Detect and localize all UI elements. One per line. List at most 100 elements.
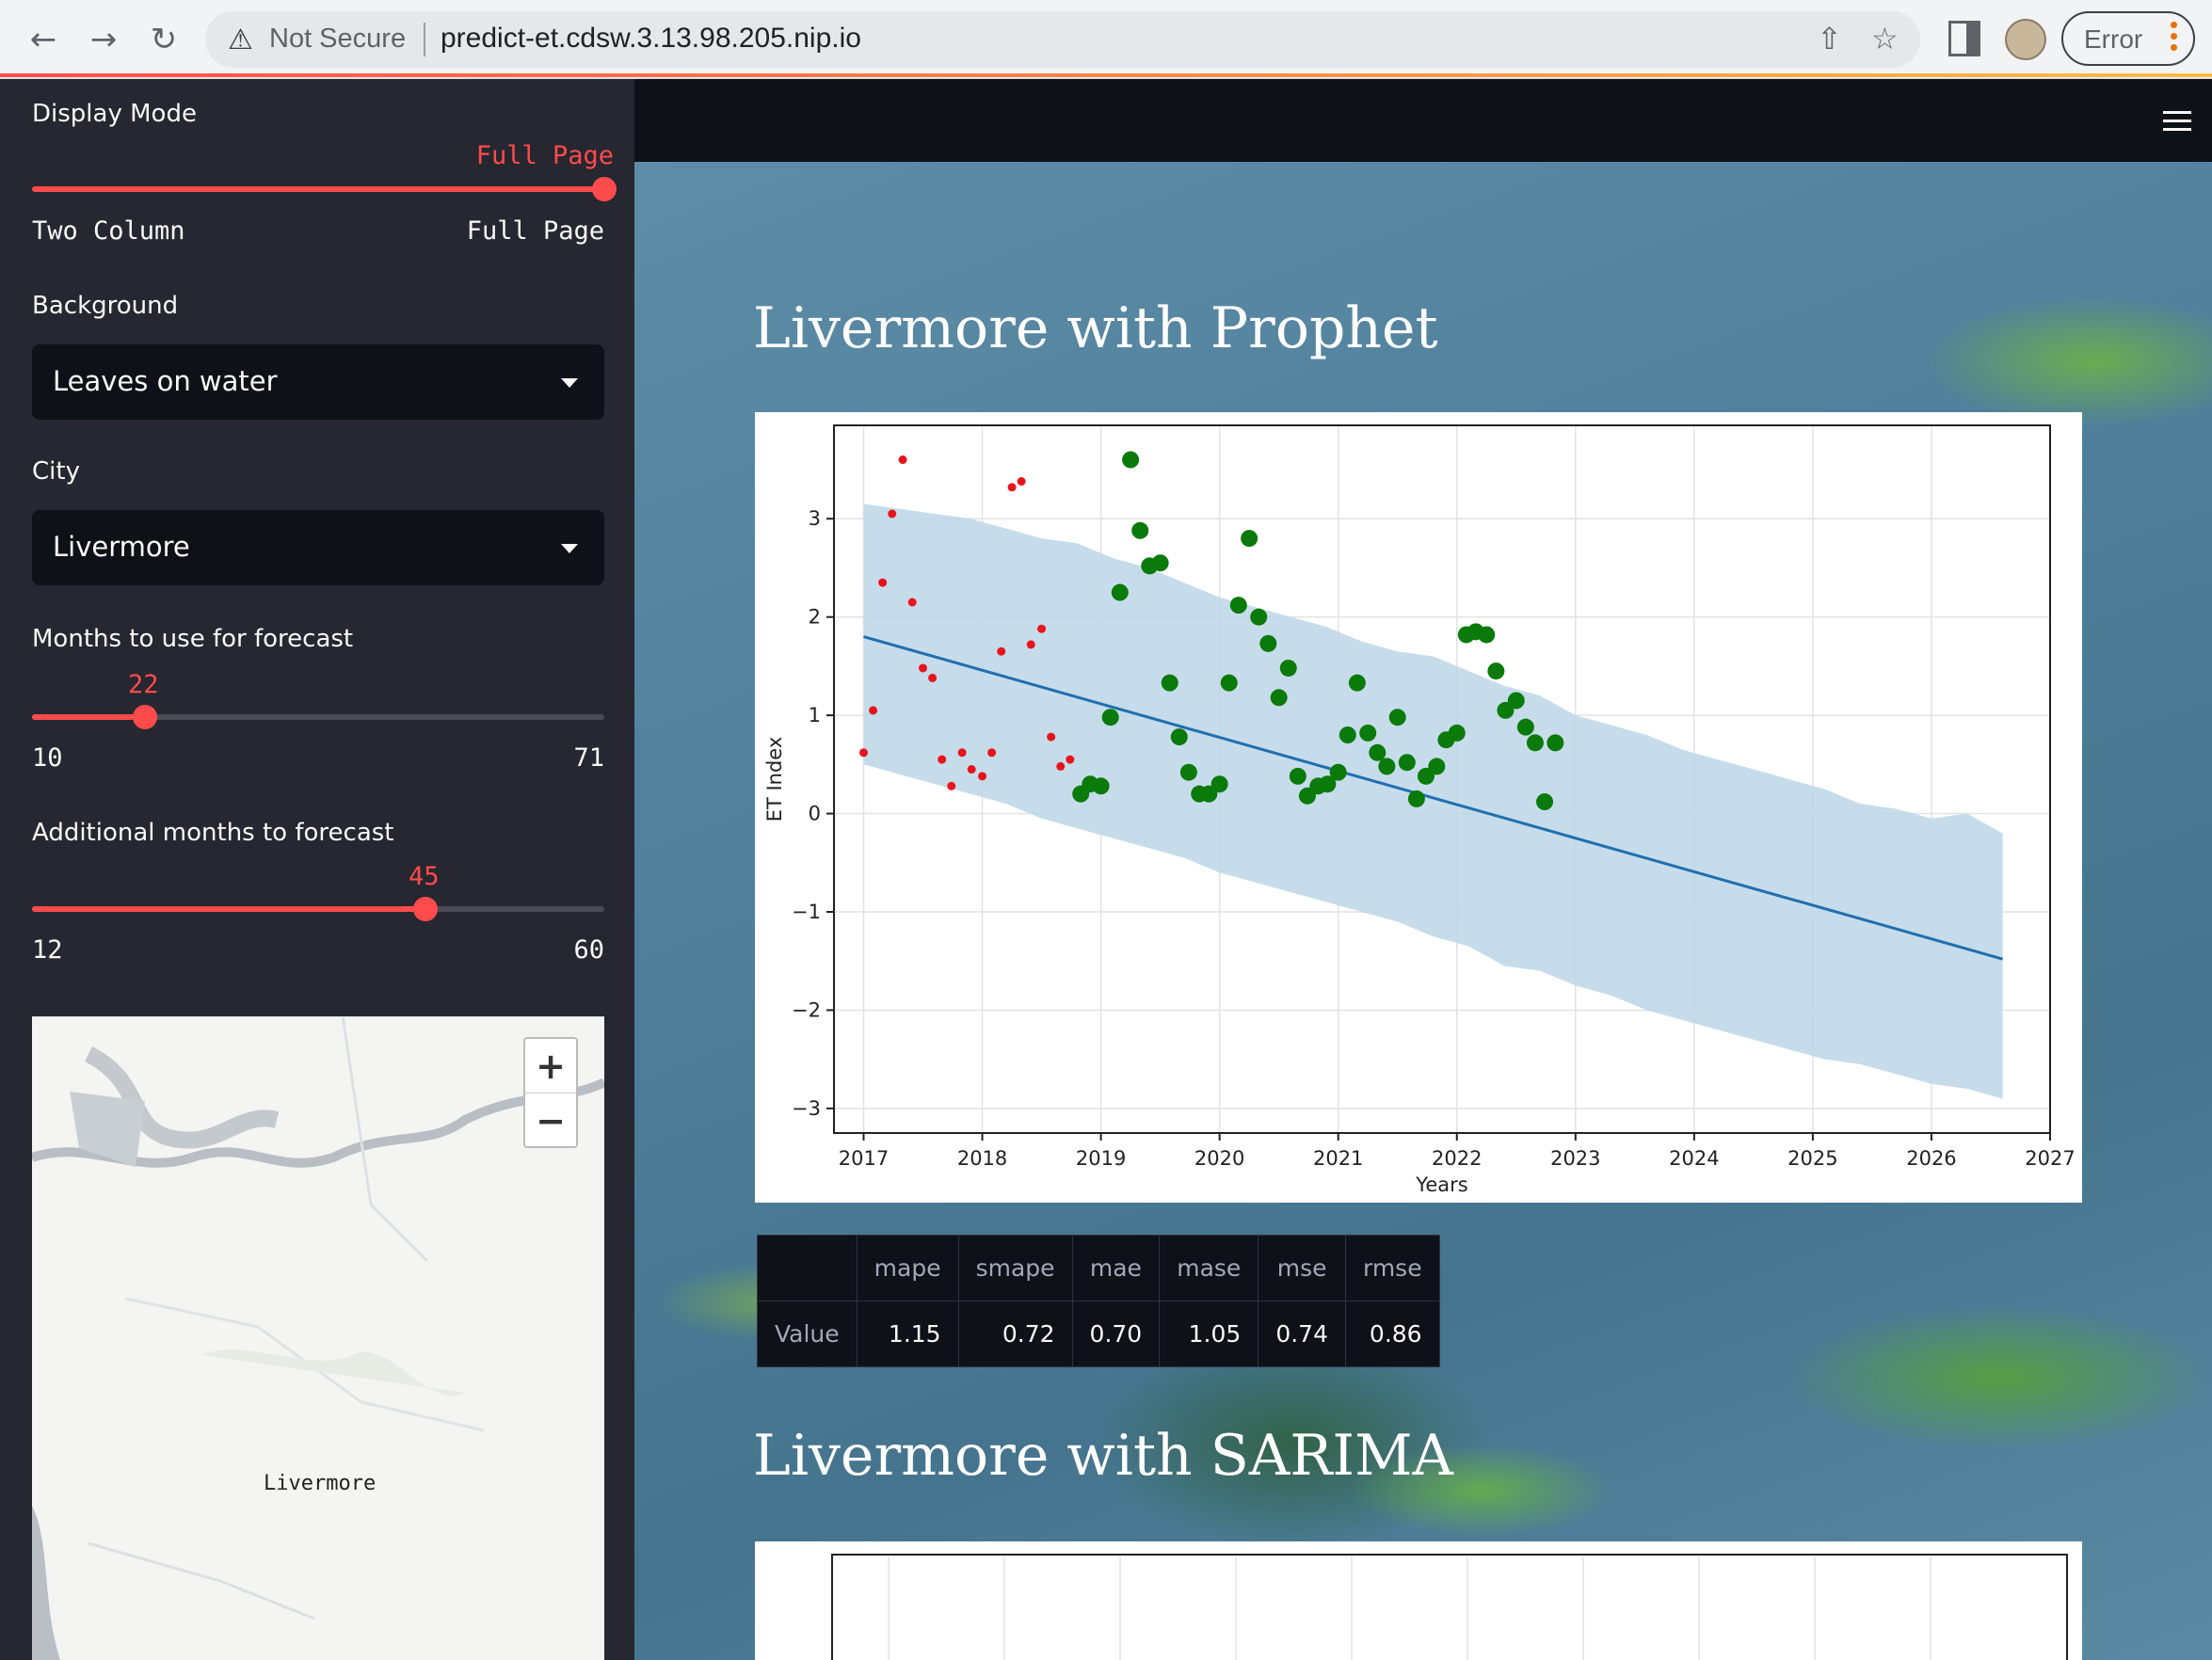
metrics-value-mae: 0.70: [1071, 1301, 1161, 1367]
test-point: [1378, 758, 1396, 775]
display-mode-thumb[interactable]: [592, 177, 617, 201]
test-point: [1200, 785, 1218, 803]
train-point: [987, 748, 997, 758]
profile-error-button[interactable]: Error: [2061, 11, 2195, 66]
train-point: [1017, 477, 1026, 487]
additional-months-thumb[interactable]: [413, 897, 438, 921]
additional-months-fill: [32, 906, 425, 912]
side-panel-icon[interactable]: [1948, 21, 1980, 56]
test-point: [1250, 608, 1268, 626]
map-zoom-control: + −: [523, 1037, 578, 1148]
test-point: [1478, 626, 1496, 644]
test-point: [1428, 758, 1446, 775]
chevron-down-icon: [561, 544, 578, 553]
zoom-out-button[interactable]: −: [536, 1100, 566, 1141]
back-arrow-icon[interactable]: ←: [29, 21, 57, 58]
train-point: [898, 455, 907, 465]
y-tick-label: 3: [809, 507, 821, 530]
test-point: [1270, 689, 1288, 707]
months-forecast-thumb[interactable]: [133, 705, 157, 729]
test-point: [1289, 767, 1306, 785]
x-axis-label: Years: [1415, 1173, 1467, 1196]
kebab-menu-icon[interactable]: [2171, 17, 2178, 56]
metrics-value-row: Value 1.15 0.72 0.70 1.05 0.74 0.86: [757, 1301, 1440, 1367]
test-point: [1210, 775, 1228, 793]
address-bar[interactable]: ⚠ Not Secure predict-et.cdsw.3.13.98.205…: [205, 11, 1920, 68]
test-point: [1259, 634, 1277, 652]
main-content: Livermore with Prophet 2017 2018 2019 2020 2…: [634, 79, 2212, 1660]
sarima-chart: [755, 1541, 2082, 1660]
loading-strip: [0, 73, 2212, 77]
y-tick-label: −2: [792, 998, 821, 1021]
x-tick-label: 2020: [1194, 1147, 1244, 1170]
y-tick-label: 2: [809, 606, 821, 629]
prophet-chart: 2017 2018 2019 2020 2021 2022 2023 2024 2025 2026…: [755, 412, 2082, 1203]
train-point: [928, 673, 938, 682]
train-point: [1007, 483, 1017, 492]
train-point: [859, 748, 869, 758]
y-tick-label: 1: [809, 704, 821, 726]
plot-frame: [833, 424, 2051, 1134]
prophet-title: Livermore with Prophet: [753, 295, 1438, 361]
metrics-value-mape: 1.15: [856, 1301, 959, 1367]
test-point: [1170, 728, 1188, 746]
months-forecast-min: 10: [32, 743, 63, 773]
display-mode-slider[interactable]: [32, 177, 617, 201]
x-tick-label: 2021: [1313, 1147, 1363, 1170]
train-point: [1066, 755, 1075, 764]
background-select[interactable]: Leaves on water: [32, 344, 604, 420]
train-point: [919, 663, 928, 673]
train-point: [938, 755, 947, 764]
prophet-chart-svg: 2017 2018 2019 2020 2021 2022 2023 2024 2025 2026…: [763, 424, 2076, 1196]
hamburger-menu-icon[interactable]: [2163, 111, 2191, 136]
test-point: [1179, 763, 1197, 781]
months-forecast-slider[interactable]: [32, 705, 604, 729]
forward-arrow-icon[interactable]: →: [89, 21, 118, 58]
test-point: [1487, 662, 1505, 680]
test-point: [1279, 659, 1297, 677]
test-point: [1229, 597, 1247, 615]
train-point: [1026, 640, 1035, 649]
chevron-down-icon: [561, 378, 578, 388]
test-point: [1448, 724, 1466, 742]
profile-avatar[interactable]: [2005, 19, 2046, 60]
zoom-in-button[interactable]: +: [525, 1039, 576, 1093]
test-point: [1161, 674, 1178, 692]
reload-icon[interactable]: ↻: [150, 21, 178, 58]
city-selected: Livermore: [53, 531, 190, 563]
metrics-table: mape smape mae mase mse rmse Value 1.15 0.72 0.7…: [757, 1235, 1440, 1367]
star-icon[interactable]: ☆: [1871, 21, 1899, 56]
test-point: [1338, 726, 1356, 743]
additional-months-slider[interactable]: [32, 897, 604, 921]
months-forecast-fill: [32, 714, 145, 720]
profile-error-label: Error: [2084, 24, 2143, 54]
test-point: [1359, 724, 1377, 742]
test-point: [1398, 754, 1416, 772]
city-map[interactable]: + − Livermore: [32, 1016, 604, 1660]
train-point: [907, 598, 917, 607]
test-point: [1131, 521, 1149, 539]
metrics-header-mse: mse: [1258, 1235, 1346, 1301]
test-point: [1547, 734, 1564, 752]
share-icon[interactable]: ⇧: [1817, 21, 1842, 56]
months-forecast-max: 71: [573, 743, 604, 773]
x-tick-label: 2025: [1787, 1147, 1837, 1170]
sarima-title: Livermore with SARIMA: [753, 1423, 1453, 1489]
months-forecast-label: Months to use for forecast: [32, 625, 354, 653]
test-point: [1111, 583, 1129, 601]
url-text[interactable]: predict-et.cdsw.3.13.98.205.nip.io: [441, 23, 861, 54]
additional-months-label: Additional months to forecast: [32, 819, 394, 847]
x-tick-label: 2026: [1906, 1147, 1956, 1170]
test-point: [1497, 701, 1515, 719]
x-tick-label: 2022: [1432, 1147, 1482, 1170]
city-select[interactable]: Livermore: [32, 510, 604, 585]
metrics-header-rmse: rmse: [1344, 1235, 1440, 1301]
test-point: [1241, 530, 1258, 548]
test-point: [1329, 763, 1347, 781]
test-point: [1507, 692, 1525, 710]
security-label[interactable]: Not Secure: [269, 24, 407, 54]
train-point: [1056, 761, 1066, 771]
test-point: [1407, 790, 1425, 807]
map-tiles: [32, 1016, 604, 1660]
months-forecast-value: 22: [128, 670, 159, 699]
